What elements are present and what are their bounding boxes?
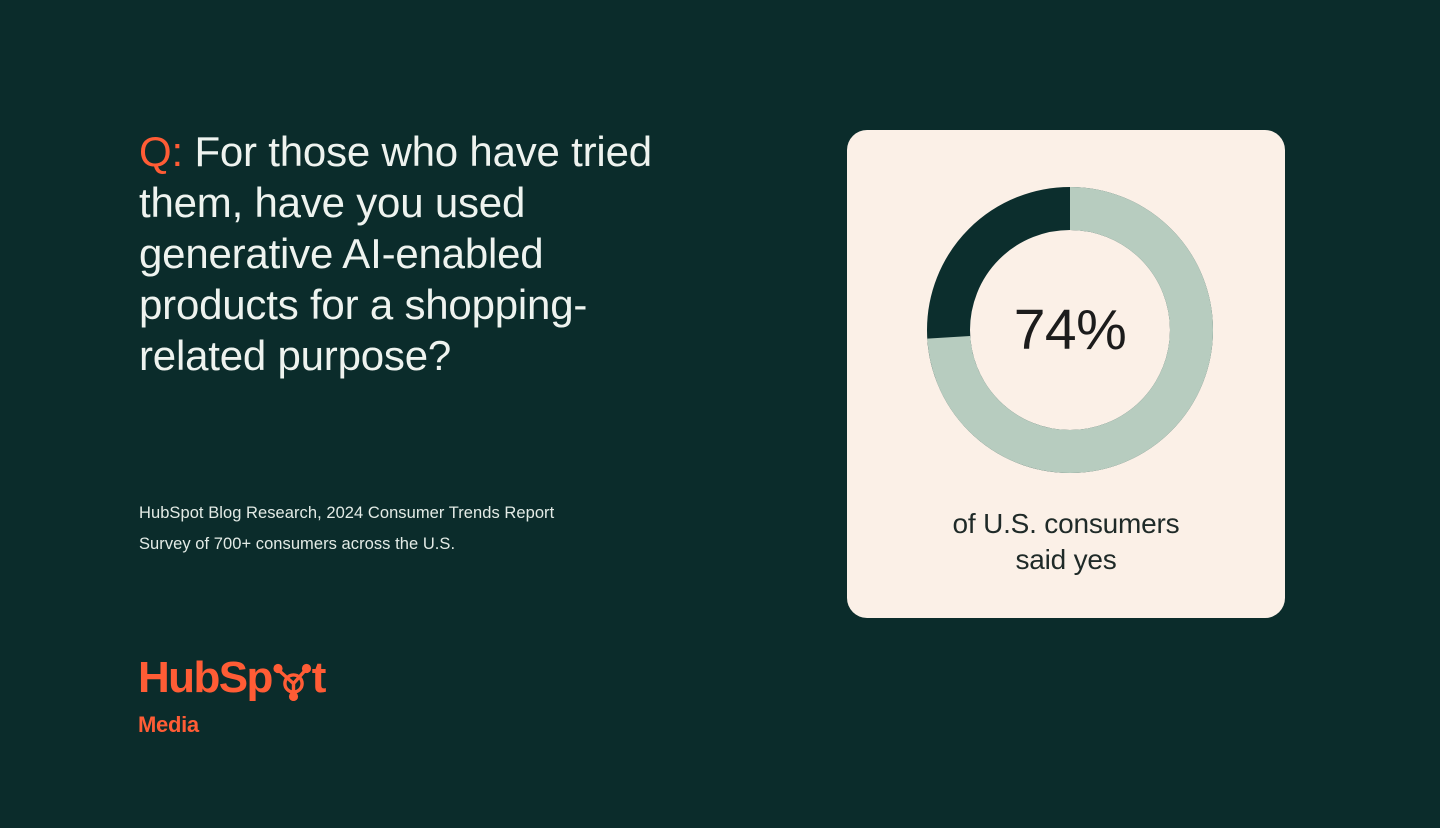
hubspot-sprocket-icon: [272, 655, 312, 706]
logo-sub-label: Media: [138, 712, 199, 737]
hubspot-media-logo[interactable]: HubSp t Media: [138, 653, 327, 738]
stat-card-caption: of U.S. consumers said yes: [847, 506, 1285, 578]
donut-chart: 74%: [927, 187, 1213, 473]
question-block: Q: For those who have tried them, have y…: [139, 126, 739, 381]
question-text: Q: For those who have tried them, have y…: [139, 126, 714, 381]
question-prefix: Q:: [139, 128, 183, 175]
hubspot-wordmark: HubSp t: [138, 653, 327, 702]
caption-line-2: said yes: [1015, 544, 1117, 575]
donut-arc-filled: [927, 187, 1213, 473]
caption-line-1: of U.S. consumers: [952, 508, 1180, 539]
logo-text-t: t: [311, 653, 327, 702]
question-body: For those who have tried them, have you …: [139, 128, 652, 379]
donut-center-value: 74%: [1013, 298, 1127, 362]
source-citation: HubSpot Blog Research, 2024 Consumer Tre…: [139, 504, 555, 553]
logo-text-hubsp: HubSp: [138, 653, 273, 702]
stat-card: 74% of U.S. consumers said yes: [847, 130, 1285, 618]
